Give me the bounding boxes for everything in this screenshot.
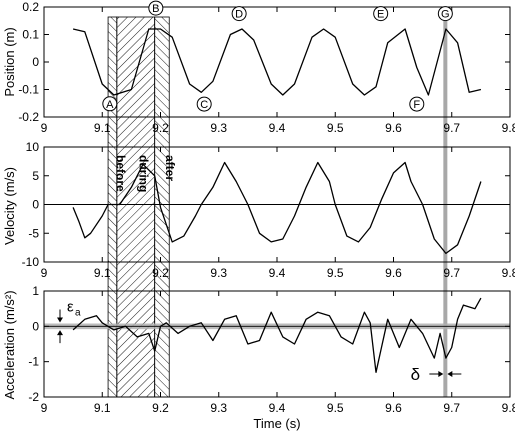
y-tick-label: -2	[28, 390, 39, 404]
y-tick-label: 0	[32, 319, 39, 333]
y-tick-label: -1	[28, 355, 39, 369]
x-tick-label: 9.2	[152, 266, 169, 280]
point-label-text: F	[413, 99, 420, 111]
point-label-circle	[373, 6, 389, 22]
point-label-d: D	[231, 6, 247, 22]
delta-label: δ	[411, 365, 420, 384]
acceleration-ylabel: Acceleration (m/s²)	[2, 290, 17, 399]
point-label-circle	[231, 6, 247, 22]
x-tick-label: 9.4	[269, 121, 286, 135]
x-tick-label: 9.1	[94, 121, 111, 135]
y-tick-label: -10	[22, 255, 40, 269]
y-tick-label: -5	[28, 226, 39, 240]
x-tick-label: 9.3	[210, 401, 227, 415]
point-label-text: E	[377, 9, 384, 21]
y-tick-label: 5	[32, 169, 39, 183]
point-label-circle	[437, 6, 453, 22]
point-label-a: A	[102, 96, 118, 112]
x-tick-label: 9	[41, 121, 48, 135]
point-label-b: B	[148, 0, 164, 16]
x-tick-label: 9.5	[327, 121, 344, 135]
point-label-text: B	[152, 3, 159, 15]
point-label-text: A	[106, 99, 114, 111]
x-tick-label: 9	[41, 266, 48, 280]
panel-position: 9 9.1 9.2 9.3 9.4 9.5 9.6 9.7 9.8 0.2 0.1 0 -0.1 -0.2…	[18, 0, 515, 135]
region-label-during: during	[137, 155, 151, 192]
point-label-text: D	[235, 9, 243, 21]
x-tick-label: 9.5	[327, 401, 344, 415]
x-tick-label: 9.8	[502, 121, 515, 135]
y-tick-label: -0.1	[18, 83, 39, 97]
x-tick-label: 9.4	[269, 266, 286, 280]
point-label-text: G	[441, 9, 450, 21]
x-tick-label: 9	[41, 401, 48, 415]
x-axis-label: Time (s)	[253, 416, 300, 431]
series-line-velocity	[72, 161, 482, 255]
point-label-circle	[196, 96, 212, 112]
series-line-acceleration	[72, 297, 482, 373]
x-tick-label: 9.2	[152, 121, 169, 135]
panel-velocity: 9 9.1 9.2 9.3 9.4 9.5 9.6 9.7 9.8 10 5 0 -5 -10 before…	[22, 140, 515, 280]
velocity-ylabel: Velocity (m/s)	[2, 167, 17, 245]
x-tick-label: 9.6	[385, 266, 402, 280]
x-tick-label: 9.6	[385, 401, 402, 415]
y-tick-label: 0	[32, 198, 39, 212]
x-tick-label: 9.5	[327, 266, 344, 280]
x-tick-label: 9.6	[385, 121, 402, 135]
x-tick-label: 9.1	[94, 266, 111, 280]
region-before	[107, 16, 118, 398]
x-tick-label: 9.8	[502, 266, 515, 280]
point-label-f: F	[409, 96, 425, 112]
epsilon-arrowhead-bottom	[57, 330, 63, 336]
y-tick-label: 0	[32, 55, 39, 69]
position-ylabel: Position (m)	[2, 27, 17, 96]
x-tick-label: 9.4	[269, 401, 286, 415]
x-tick-label: 9.7	[443, 121, 460, 135]
x-tick-label: 9.1	[94, 401, 111, 415]
y-tick-label: 0.1	[22, 28, 39, 42]
x-tick-label: 9.3	[210, 121, 227, 135]
x-tick-label: 9.7	[443, 266, 460, 280]
epsilon-subscript: a	[75, 308, 81, 319]
x-tick-label: 9.3	[210, 266, 227, 280]
delta-arrowhead-left	[438, 371, 444, 377]
y-tick-label: -0.2	[18, 110, 39, 124]
point-label-e: E	[373, 6, 389, 22]
delta-arrowhead-right	[447, 371, 453, 377]
point-label-circle	[148, 0, 164, 16]
region-label-before: before	[113, 155, 127, 192]
panel-acceleration: 9 9.1 9.2 9.3 9.4 9.5 9.6 9.7 9.8 1 0 -1 -2 εa δ	[28, 284, 515, 415]
x-tick-label: 9.8	[502, 401, 515, 415]
point-label-circle	[409, 96, 425, 112]
epsilon-label: ε	[67, 299, 74, 316]
x-tick-label: 9.7	[443, 401, 460, 415]
y-tick-label: 1	[32, 284, 39, 298]
y-tick-label: 10	[26, 140, 40, 154]
point-label-g: G	[437, 6, 453, 22]
series-line-position	[72, 28, 482, 96]
point-label-circle	[102, 96, 118, 112]
chart-layers: 9 9.1 9.2 9.3 9.4 9.5 9.6 9.7 9.8 0.2 0.1 0 -0.1 -0.2…	[18, 0, 515, 415]
y-tick-label: 0.2	[22, 0, 39, 14]
region-label-after: after	[163, 155, 177, 181]
epsilon-arrowhead-top	[57, 317, 63, 323]
x-tick-label: 9.2	[152, 401, 169, 415]
point-label-text: C	[200, 99, 208, 111]
point-label-c: C	[196, 96, 212, 112]
